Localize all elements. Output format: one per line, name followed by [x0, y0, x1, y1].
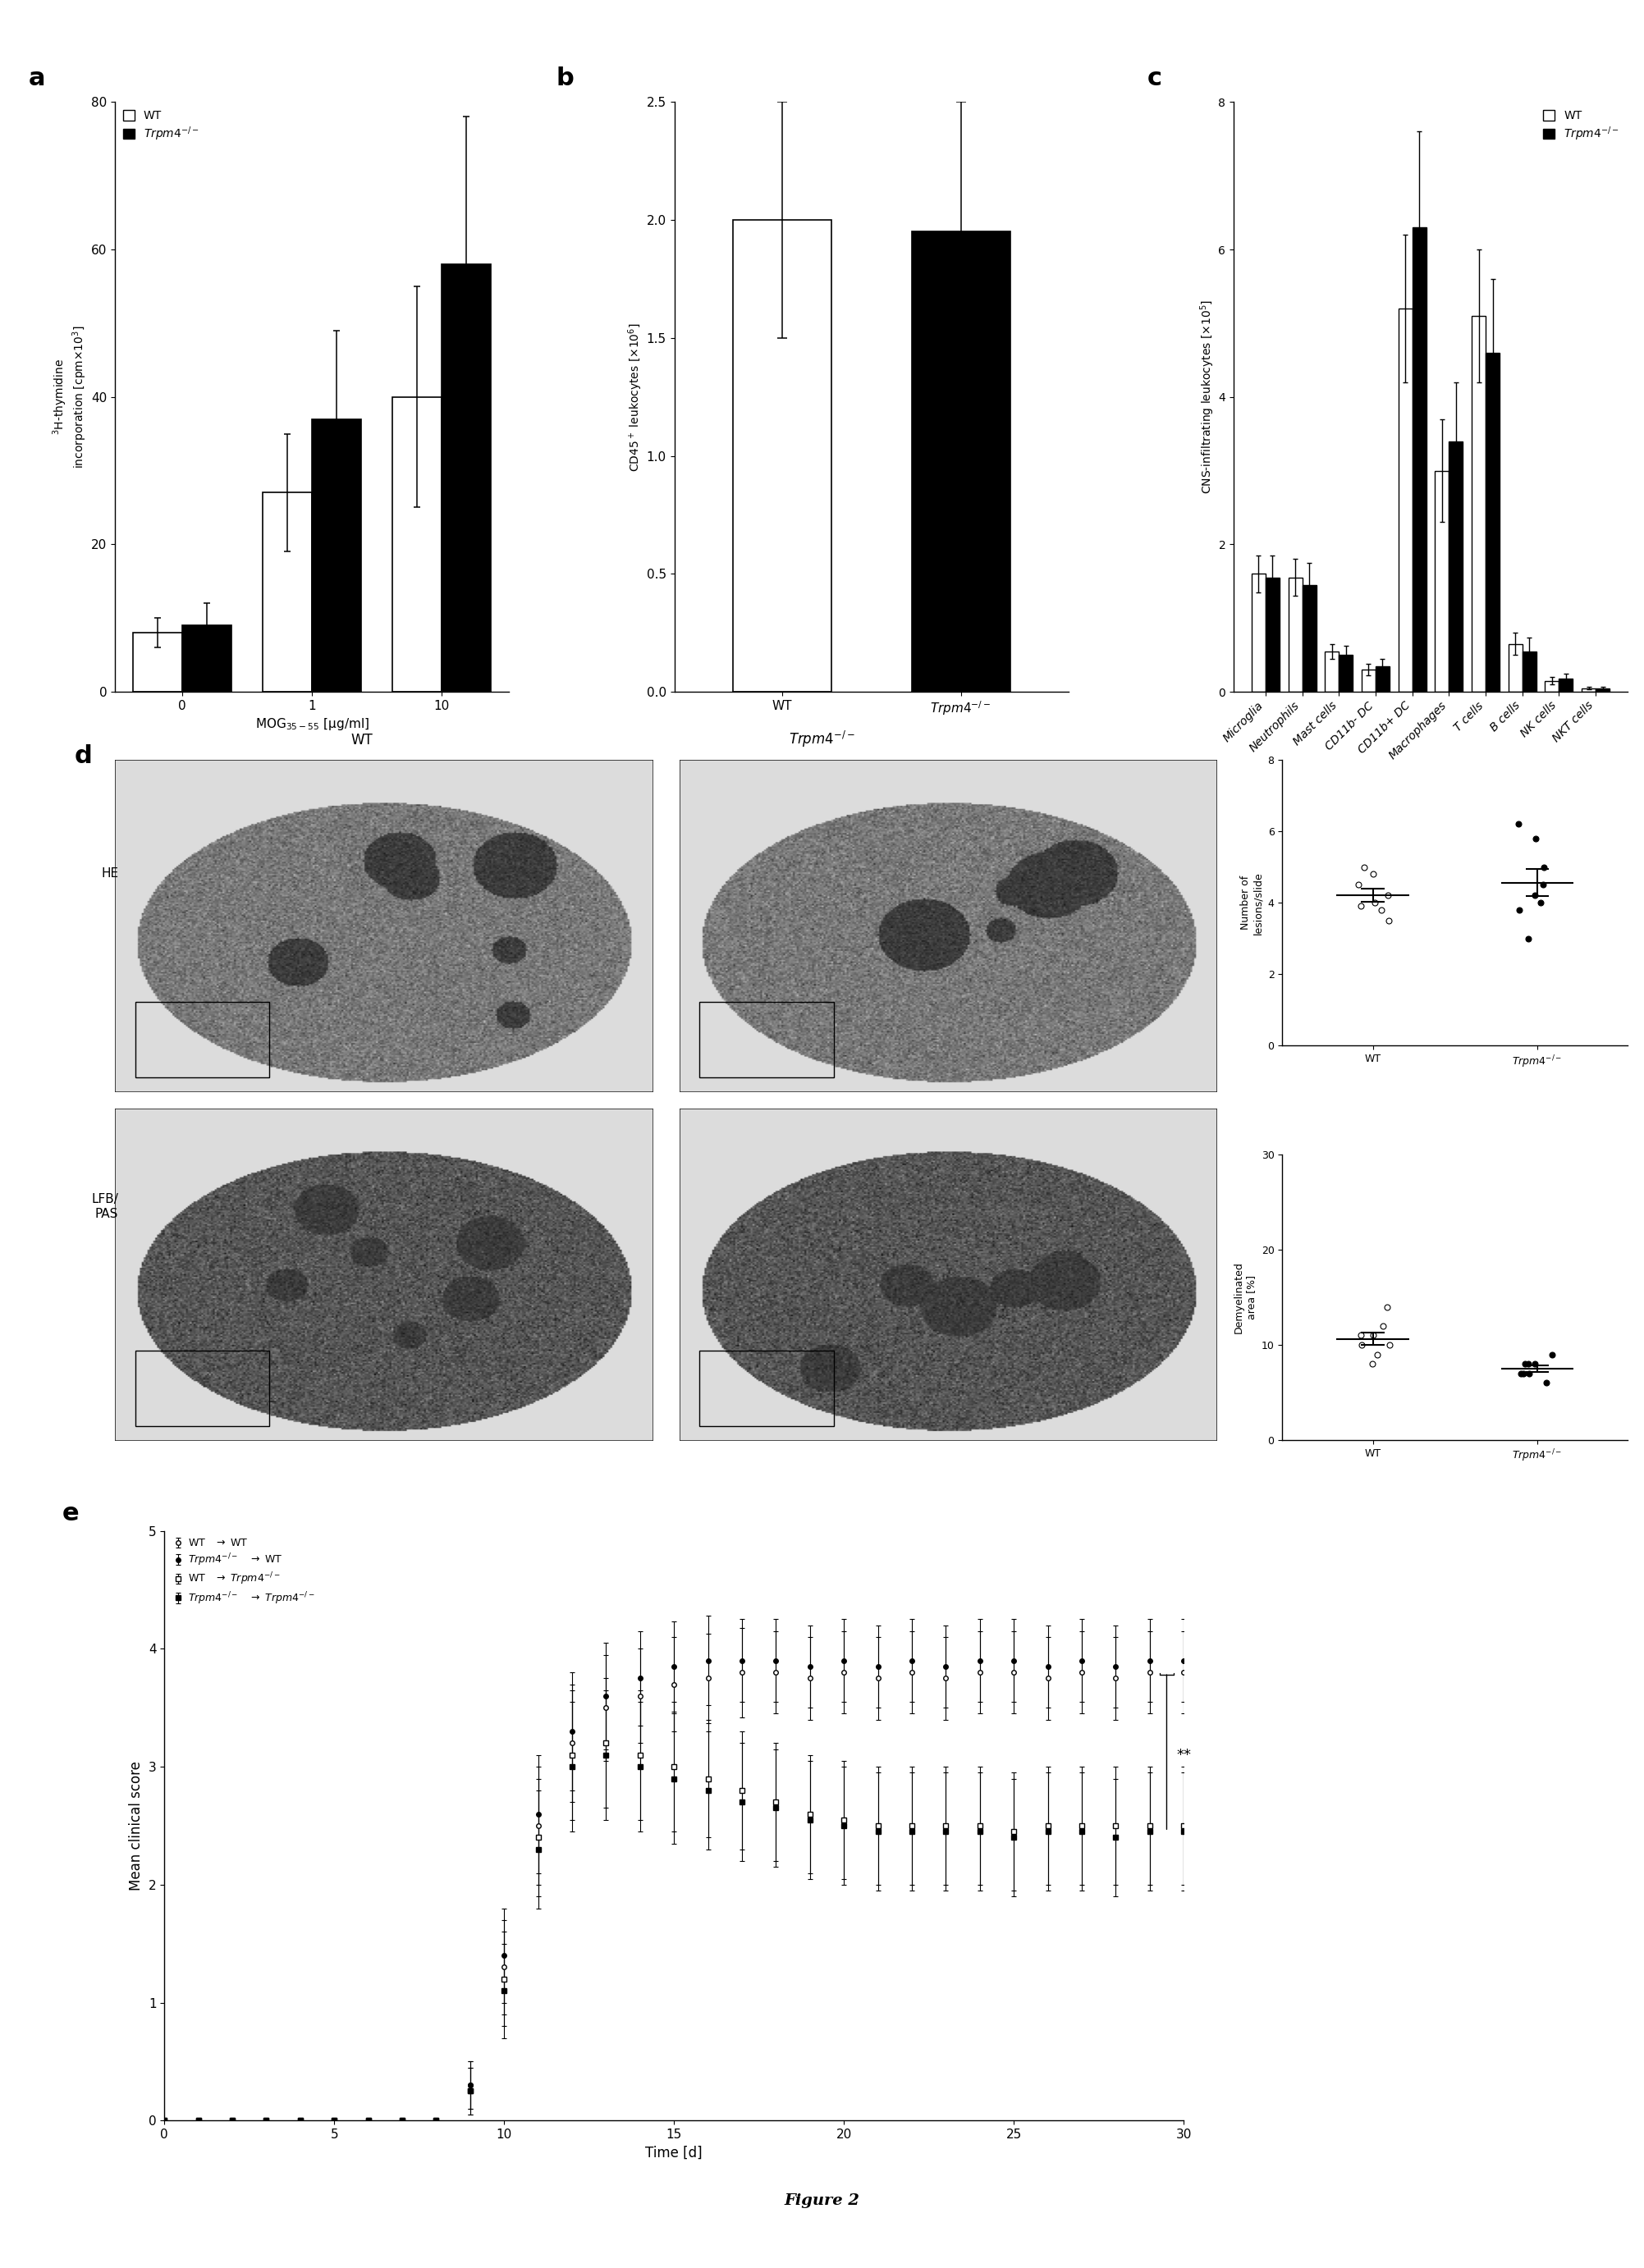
Point: [1365, 1336, 1391, 1372]
Bar: [1545, 680, 1559, 692]
Text: WT: WT: [350, 733, 373, 746]
X-axis label: Time [d]: Time [d]: [646, 2146, 702, 2159]
Point: [1534, 1365, 1560, 1402]
Point: [1506, 805, 1532, 841]
Text: e: e: [62, 1501, 79, 1524]
Point: [1345, 866, 1371, 903]
Point: [1351, 848, 1378, 885]
Point: [1369, 1309, 1396, 1345]
Text: b: b: [556, 66, 574, 91]
Bar: [1448, 440, 1463, 692]
Bar: [912, 231, 1009, 692]
Legend: WT   $\rightarrow$ WT, $Trpm4^{-/-}$   $\rightarrow$ WT, WT   $\rightarrow$ $Trp: WT $\rightarrow$ WT, $Trpm4^{-/-}$ $\rig…: [169, 1535, 317, 1608]
Point: [1348, 889, 1374, 925]
Bar: [1251, 574, 1266, 692]
Bar: [393, 397, 442, 692]
Bar: [1266, 578, 1279, 692]
Y-axis label: CNS-infiltrating leukocytes [×10$^5$]: CNS-infiltrating leukocytes [×10$^5$]: [1198, 299, 1217, 494]
Bar: [135, 1349, 270, 1427]
Text: d: d: [74, 744, 92, 767]
Text: **: **: [1177, 1749, 1192, 1762]
Bar: [1289, 578, 1302, 692]
Point: [1511, 1356, 1537, 1393]
Text: Figure 2: Figure 2: [784, 2193, 860, 2207]
Bar: [1509, 644, 1522, 692]
Point: [1374, 1288, 1401, 1325]
Bar: [1582, 687, 1596, 692]
Bar: [699, 1349, 834, 1427]
Text: LFB/
PAS: LFB/ PAS: [92, 1193, 118, 1220]
Point: [1527, 885, 1554, 921]
Text: a: a: [28, 66, 46, 91]
Bar: [133, 633, 182, 692]
Bar: [1486, 354, 1499, 692]
Point: [1506, 891, 1532, 928]
Text: c: c: [1148, 66, 1162, 91]
Point: [1368, 891, 1394, 928]
Y-axis label: CD45$^+$ leukocytes [×10$^6$]: CD45$^+$ leukocytes [×10$^6$]: [626, 322, 644, 472]
Bar: [699, 1002, 834, 1077]
Point: [1360, 855, 1386, 891]
Point: [1531, 848, 1557, 885]
Point: [1348, 1318, 1374, 1354]
Bar: [1559, 678, 1573, 692]
Bar: [1471, 315, 1486, 692]
Point: [1376, 903, 1402, 939]
Y-axis label: Demyelinated
area [%]: Demyelinated area [%]: [1233, 1261, 1256, 1334]
Point: [1539, 1336, 1565, 1372]
Point: [1522, 1345, 1549, 1381]
Text: HE: HE: [100, 866, 118, 880]
Y-axis label: Number of
lesions/slide: Number of lesions/slide: [1240, 871, 1263, 934]
Bar: [135, 1002, 270, 1077]
Bar: [1361, 669, 1376, 692]
Point: [1522, 821, 1549, 857]
Point: [1374, 878, 1401, 914]
Point: [1531, 866, 1557, 903]
Y-axis label: Mean clinical score: Mean clinical score: [130, 1760, 145, 1892]
Point: [1516, 921, 1542, 957]
Bar: [1596, 687, 1609, 692]
Point: [1360, 1318, 1386, 1354]
Bar: [1522, 651, 1535, 692]
Bar: [1435, 472, 1448, 692]
Point: [1522, 878, 1549, 914]
Legend: WT, $Trpm4^{-/-}$: WT, $Trpm4^{-/-}$: [120, 109, 202, 145]
Bar: [1302, 585, 1317, 692]
Bar: [733, 220, 830, 692]
Bar: [312, 420, 362, 692]
Bar: [182, 626, 232, 692]
Point: [1508, 1356, 1534, 1393]
Y-axis label: $^3$H-thymidine
incorporation [cpm×10$^3$]: $^3$H-thymidine incorporation [cpm×10$^3…: [51, 324, 89, 469]
Bar: [1338, 655, 1353, 692]
Point: [1516, 1356, 1542, 1393]
Bar: [1325, 651, 1338, 692]
Point: [1361, 885, 1388, 921]
Point: [1516, 1345, 1542, 1381]
Bar: [442, 265, 492, 692]
Text: $Trpm4^{-/-}$: $Trpm4^{-/-}$: [789, 728, 855, 748]
Bar: [1376, 667, 1389, 692]
Bar: [1399, 308, 1412, 692]
Legend: WT, $Trpm4^{-/-}$: WT, $Trpm4^{-/-}$: [1540, 109, 1623, 145]
Bar: [263, 492, 312, 692]
Point: [1348, 1327, 1374, 1363]
Point: [1376, 1327, 1402, 1363]
X-axis label: MOG$_{35-55}$ [μg/ml]: MOG$_{35-55}$ [μg/ml]: [255, 717, 368, 733]
Bar: [1412, 227, 1427, 692]
Point: [1360, 1345, 1386, 1381]
Point: [1512, 1345, 1539, 1381]
